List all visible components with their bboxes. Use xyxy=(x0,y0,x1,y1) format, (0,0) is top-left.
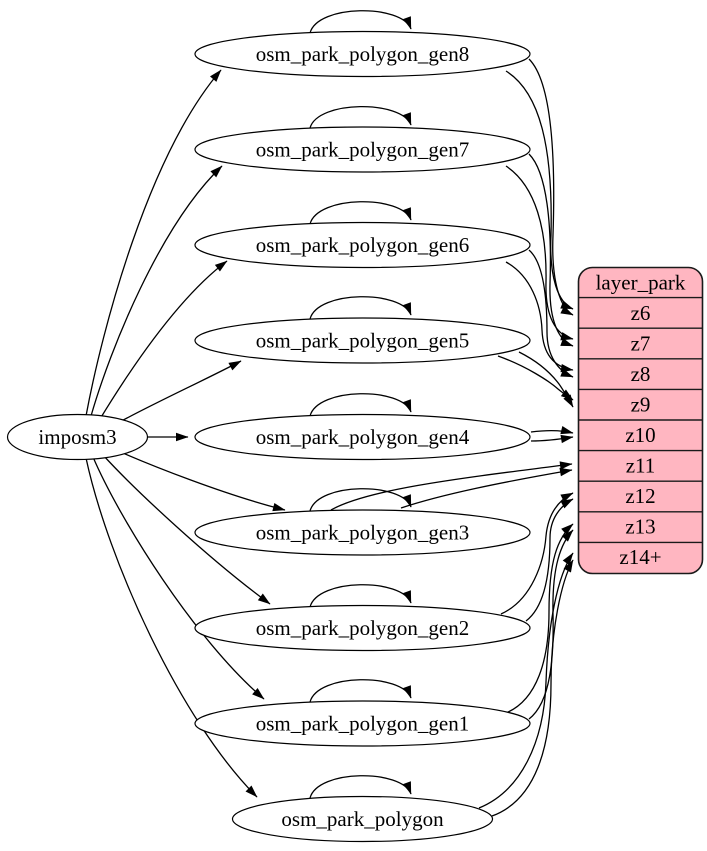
node-polygon-label: osm_park_polygon xyxy=(281,807,444,831)
edge-gen6-to-z8-a xyxy=(505,261,574,373)
node-osm-park-polygon-gen7: osm_park_polygon_gen7 xyxy=(194,126,531,173)
layer-park-row-z7: z7 xyxy=(631,332,651,356)
node-gen1-shape xyxy=(194,700,531,747)
node-gen6-shape xyxy=(194,221,531,269)
edge-imposm3-to-gen8 xyxy=(85,69,222,417)
node-gen7-shape xyxy=(194,126,531,173)
node-osm-park-polygon-gen1: osm_park_polygon_gen1 xyxy=(194,700,531,747)
node-osm-park-polygon-gen6: osm_park_polygon_gen6 xyxy=(194,221,531,269)
node-gen5-shape xyxy=(194,317,531,364)
layer-park-row-separators xyxy=(578,296,703,544)
layer-park-row-z14plus: z14+ xyxy=(619,545,661,569)
node-layer-park: layer_park z6 z7 z8 z9 z10 z11 z12 z13 z… xyxy=(577,266,704,575)
edge-gen3-to-z11-b xyxy=(400,467,573,509)
layer-park-row-z13: z13 xyxy=(625,515,655,539)
edge-imposm3-to-gen3 xyxy=(115,449,286,512)
node-gen5-label: osm_park_polygon_gen5 xyxy=(256,329,469,353)
node-gen3-shape xyxy=(194,509,531,556)
self-loop-gen7 xyxy=(309,105,412,129)
layer-park-row-z6: z6 xyxy=(631,301,651,325)
self-loop-gen1 xyxy=(309,679,412,703)
edge-polygon-to-z14-a xyxy=(478,552,574,809)
edge-gen4-to-z10-a xyxy=(530,426,574,435)
node-osm-park-polygon-gen8: osm_park_polygon_gen8 xyxy=(194,30,531,78)
node-osm-park-polygon-gen4: osm_park_polygon_gen4 xyxy=(194,413,531,461)
edge-gen5-to-z9-b xyxy=(518,351,574,408)
node-imposm3-shape xyxy=(6,413,149,461)
edge-gen2-to-z12-a xyxy=(500,492,574,615)
edge-group xyxy=(85,10,574,817)
node-imposm3: imposm3 xyxy=(6,413,149,461)
edge-imposm3-to-gen7 xyxy=(90,165,223,417)
node-imposm3-label: imposm3 xyxy=(38,425,116,449)
edge-imposm3-to-gen6 xyxy=(99,260,228,420)
node-osm-park-polygon: osm_park_polygon xyxy=(231,795,494,843)
layer-park-row-z8: z8 xyxy=(631,362,651,386)
node-gen3-label: osm_park_polygon_gen3 xyxy=(256,521,469,545)
node-gen7-label: osm_park_polygon_gen7 xyxy=(256,138,469,162)
edge-gen6-to-z8-b xyxy=(528,249,574,378)
edge-gen3-to-z11-a xyxy=(330,461,573,511)
node-gen4-shape xyxy=(194,413,531,461)
node-gen2-label: osm_park_polygon_gen2 xyxy=(256,616,469,640)
edge-gen5-to-z9-a xyxy=(497,355,574,401)
edge-gen4-to-z10-b xyxy=(530,434,574,444)
layer-park-row-z9: z9 xyxy=(631,393,651,417)
edge-imposm3-to-gen1 xyxy=(92,456,265,700)
node-gen4-label: osm_park_polygon_gen4 xyxy=(256,425,470,449)
edge-gen1-to-z13-a xyxy=(505,523,574,714)
node-osm-park-polygon-gen5: osm_park_polygon_gen5 xyxy=(194,317,531,364)
edge-imposm3-to-gen2 xyxy=(102,454,271,605)
edge-gen7-to-z7-b xyxy=(528,153,574,347)
self-loop-polygon xyxy=(309,775,412,799)
node-osm-park-polygon-gen2: osm_park_polygon_gen2 xyxy=(194,604,531,652)
edge-polygon-to-z14-b xyxy=(491,559,574,817)
edge-gen2-to-z12-b xyxy=(525,498,574,622)
layer-park-row-z11: z11 xyxy=(626,454,656,478)
self-loop-gen6 xyxy=(309,201,412,225)
node-osm-park-polygon-gen3: osm_park_polygon_gen3 xyxy=(194,509,531,556)
edge-gen8-to-z6-a xyxy=(505,70,574,310)
layer-park-row-z10: z10 xyxy=(625,423,655,447)
node-gen8-shape xyxy=(194,30,531,78)
self-loop-gen4 xyxy=(309,393,412,417)
edge-imposm3-to-polygon xyxy=(85,457,258,798)
node-gen1-label: osm_park_polygon_gen1 xyxy=(256,712,469,736)
node-gen6-label: osm_park_polygon_gen6 xyxy=(256,233,469,257)
node-polygon-shape xyxy=(231,795,494,843)
self-loop-gen8 xyxy=(309,10,412,34)
edge-imposm3-to-gen5 xyxy=(115,360,242,425)
layer-park-title: layer_park xyxy=(596,271,686,295)
layer-park-row-z12: z12 xyxy=(625,484,655,508)
node-gen2-shape xyxy=(194,604,531,652)
self-loop-gen2 xyxy=(309,584,412,608)
node-gen8-label: osm_park_polygon_gen8 xyxy=(256,42,469,66)
self-loop-gen3 xyxy=(309,488,412,512)
edge-gen8-to-z6-b xyxy=(528,58,574,316)
self-loop-gen5 xyxy=(309,296,412,320)
